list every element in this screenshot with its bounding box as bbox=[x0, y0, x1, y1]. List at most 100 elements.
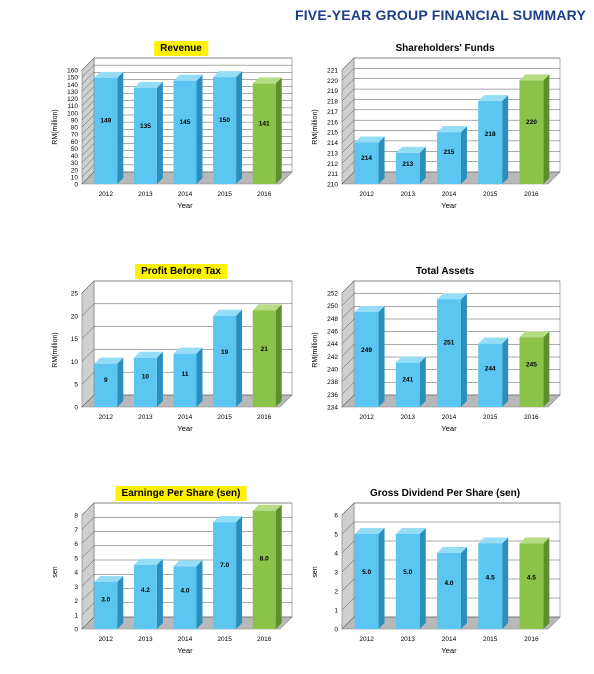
y-tick-label: 0 bbox=[74, 405, 78, 412]
bar-2013 bbox=[133, 351, 163, 407]
bar-2014 bbox=[173, 560, 203, 629]
bar-2015 bbox=[213, 309, 243, 407]
bar-top bbox=[354, 528, 385, 534]
bar-front bbox=[213, 77, 237, 184]
bar-side bbox=[460, 293, 467, 407]
bar-front bbox=[354, 312, 379, 407]
y-tick-label: 234 bbox=[327, 405, 338, 412]
bar-top bbox=[252, 304, 282, 311]
bar-side bbox=[236, 516, 243, 629]
bar-top bbox=[133, 351, 163, 358]
y-tick-label: 244 bbox=[327, 341, 338, 348]
y-axis-label: RM(million) bbox=[52, 332, 59, 367]
gridline-side bbox=[81, 394, 95, 408]
gridline-side bbox=[81, 100, 95, 113]
data-label: 10 bbox=[142, 373, 150, 380]
data-label: 5.0 bbox=[403, 569, 412, 576]
y-tick-label: 220 bbox=[327, 78, 338, 85]
x-tick-label: 2014 bbox=[178, 636, 193, 643]
data-label: 215 bbox=[444, 149, 455, 156]
chart-title: Profit Before Tax bbox=[141, 266, 221, 277]
bar-top bbox=[354, 136, 385, 143]
gridline-side bbox=[81, 57, 95, 71]
bar-front bbox=[478, 343, 503, 407]
data-label: 4.5 bbox=[527, 574, 536, 581]
y-tick-label: 110 bbox=[68, 103, 79, 110]
y-tick-label: 248 bbox=[327, 316, 338, 323]
chart-title: Revenue bbox=[160, 43, 202, 54]
gridline-side bbox=[81, 93, 95, 106]
bar-front bbox=[133, 564, 157, 629]
y-tick-label: 242 bbox=[327, 354, 338, 361]
gridline-side bbox=[81, 502, 95, 516]
y-tick-label: 0 bbox=[74, 182, 78, 189]
bar-2014 bbox=[437, 293, 467, 407]
bar-top bbox=[173, 74, 203, 81]
gridline-side bbox=[341, 597, 355, 611]
chart-title: Total Assets bbox=[416, 266, 475, 277]
x-tick-label: 2015 bbox=[217, 191, 232, 198]
gridline-side bbox=[341, 318, 355, 332]
y-tick-label: 100 bbox=[67, 110, 78, 117]
x-axis-label: Year bbox=[177, 201, 193, 210]
x-tick-label: 2014 bbox=[442, 191, 457, 198]
x-tick-label: 2013 bbox=[401, 636, 416, 643]
y-tick-label: 215 bbox=[327, 130, 338, 137]
bar-front bbox=[133, 357, 157, 407]
bar-top bbox=[519, 331, 550, 338]
y-tick-label: 70 bbox=[71, 132, 79, 139]
y-tick-label: 20 bbox=[71, 167, 79, 174]
y-tick-label: 0 bbox=[74, 627, 78, 634]
bar-2012 bbox=[94, 575, 124, 629]
x-tick-label: 2012 bbox=[99, 636, 114, 643]
bar-side bbox=[117, 71, 124, 184]
bar-side bbox=[117, 575, 124, 629]
gridline-side bbox=[81, 107, 95, 121]
bar-2014 bbox=[173, 74, 203, 184]
y-tick-label: 219 bbox=[327, 88, 338, 95]
x-tick-label: 2016 bbox=[524, 191, 539, 198]
shareholders-funds-chart: Shareholders' Funds 210 211 212 213 214 215 216… bbox=[312, 43, 561, 210]
data-label: 213 bbox=[402, 161, 413, 168]
bar-2016 bbox=[519, 74, 550, 184]
data-label: 4.2 bbox=[141, 587, 150, 594]
gridline-side bbox=[81, 372, 95, 385]
bar-top bbox=[213, 71, 243, 78]
bar-front bbox=[519, 337, 544, 407]
bar-top bbox=[519, 537, 550, 544]
bar-2016 bbox=[252, 304, 282, 407]
gridline-side bbox=[341, 306, 355, 319]
gridline-side bbox=[81, 531, 95, 544]
data-label: 244 bbox=[485, 365, 496, 372]
gridline-side bbox=[81, 121, 95, 135]
data-label: 4.5 bbox=[486, 574, 495, 581]
y-tick-label: 15 bbox=[71, 336, 79, 343]
bar-front bbox=[395, 152, 420, 184]
bar-front bbox=[94, 363, 118, 407]
gridline-side bbox=[341, 161, 355, 174]
x-tick-label: 2014 bbox=[442, 636, 457, 643]
y-tick-label: 30 bbox=[71, 160, 79, 167]
gridline-side bbox=[341, 130, 355, 143]
y-tick-label: 6 bbox=[74, 541, 78, 548]
x-tick-label: 2016 bbox=[257, 191, 272, 198]
bar-2016 bbox=[252, 77, 282, 184]
gridline-side bbox=[81, 86, 95, 99]
bar-front bbox=[173, 566, 197, 629]
x-axis-label: Year bbox=[441, 646, 457, 655]
data-label: 4.0 bbox=[444, 580, 453, 587]
y-tick-label: 211 bbox=[328, 171, 339, 178]
x-tick-label: 2015 bbox=[217, 636, 232, 643]
bar-front bbox=[354, 142, 379, 184]
data-label: 251 bbox=[444, 340, 455, 347]
gridline-side bbox=[81, 616, 95, 630]
y-tick-label: 4 bbox=[74, 570, 78, 577]
gridline-side bbox=[81, 280, 95, 294]
bar-front bbox=[213, 522, 237, 629]
earnings-per-share-chart: Earninge Per Share (sen) 0 1 2 3 4 5 6 7 8 sen 3.0 2… bbox=[52, 486, 293, 655]
gridline-side bbox=[341, 382, 355, 395]
bar-side bbox=[196, 74, 203, 184]
y-tick-label: 236 bbox=[327, 392, 338, 399]
data-label: 8.0 bbox=[260, 555, 269, 562]
gridline-side bbox=[341, 521, 355, 535]
